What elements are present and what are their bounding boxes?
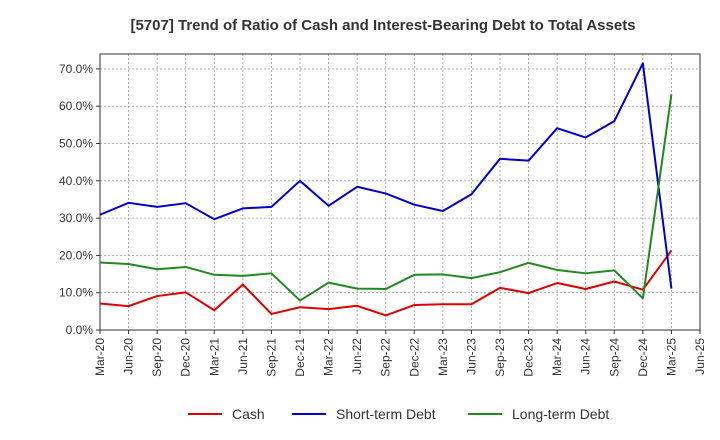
y-tick-label: 30.0% bbox=[59, 211, 93, 225]
y-tick-label: 40.0% bbox=[59, 174, 93, 188]
series-lines bbox=[99, 62, 673, 317]
x-tick-label: Sep-20 bbox=[150, 338, 164, 377]
x-tick-label: Dec-23 bbox=[522, 338, 536, 377]
x-tick-label: Jun-25 bbox=[693, 338, 707, 375]
x-tick-label: Sep-24 bbox=[607, 338, 621, 377]
x-tick-label: Jun-20 bbox=[122, 338, 136, 375]
y-tick-label: 70.0% bbox=[59, 62, 93, 76]
x-tick-label: Sep-21 bbox=[264, 338, 278, 377]
x-tick-label: Jun-23 bbox=[464, 338, 478, 375]
grid bbox=[100, 54, 700, 330]
series-line-long-term-debt bbox=[99, 94, 673, 302]
x-tick-label: Jun-21 bbox=[236, 338, 250, 375]
x-tick-label: Mar-23 bbox=[436, 338, 450, 376]
x-tick-label: Mar-25 bbox=[664, 338, 678, 376]
x-tick-label: Mar-21 bbox=[207, 338, 221, 376]
x-tick-label: Sep-23 bbox=[493, 338, 507, 377]
legend: Cash Short-term Debt Long-term Debt bbox=[188, 406, 609, 422]
x-tick-label: Jun-24 bbox=[579, 338, 593, 375]
x-tick-label: Sep-22 bbox=[379, 338, 393, 377]
y-tick-label: 10.0% bbox=[59, 286, 93, 300]
y-tick-label: 50.0% bbox=[59, 137, 93, 151]
x-tick-label: Jun-22 bbox=[350, 338, 364, 375]
x-tick-label: Dec-24 bbox=[636, 338, 650, 377]
x-tick-label: Mar-24 bbox=[550, 338, 564, 376]
legend-label-short-term-debt: Short-term Debt bbox=[336, 406, 436, 422]
plot-frame bbox=[99, 53, 701, 331]
x-tick-label: Mar-20 bbox=[93, 338, 107, 376]
x-tick-label: Dec-20 bbox=[179, 338, 193, 377]
series-line-cash bbox=[99, 249, 673, 317]
axes: 0.0% 10.0% 20.0% 30.0% 40.0% 50.0% 60.0% 70.0% M… bbox=[59, 53, 707, 377]
y-tick-label: 0.0% bbox=[66, 323, 94, 337]
legend-label-cash: Cash bbox=[232, 406, 265, 422]
x-tick-label: Dec-21 bbox=[293, 338, 307, 377]
legend-label-long-term-debt: Long-term Debt bbox=[512, 406, 609, 422]
y-tick-label: 20.0% bbox=[59, 248, 93, 262]
chart-title: [5707] Trend of Ratio of Cash and Intere… bbox=[130, 17, 635, 34]
series-line-short-term-debt bbox=[99, 62, 673, 289]
x-tick-label: Dec-22 bbox=[407, 338, 421, 377]
x-tick-label: Mar-22 bbox=[322, 338, 336, 376]
y-tick-label: 60.0% bbox=[59, 99, 93, 113]
